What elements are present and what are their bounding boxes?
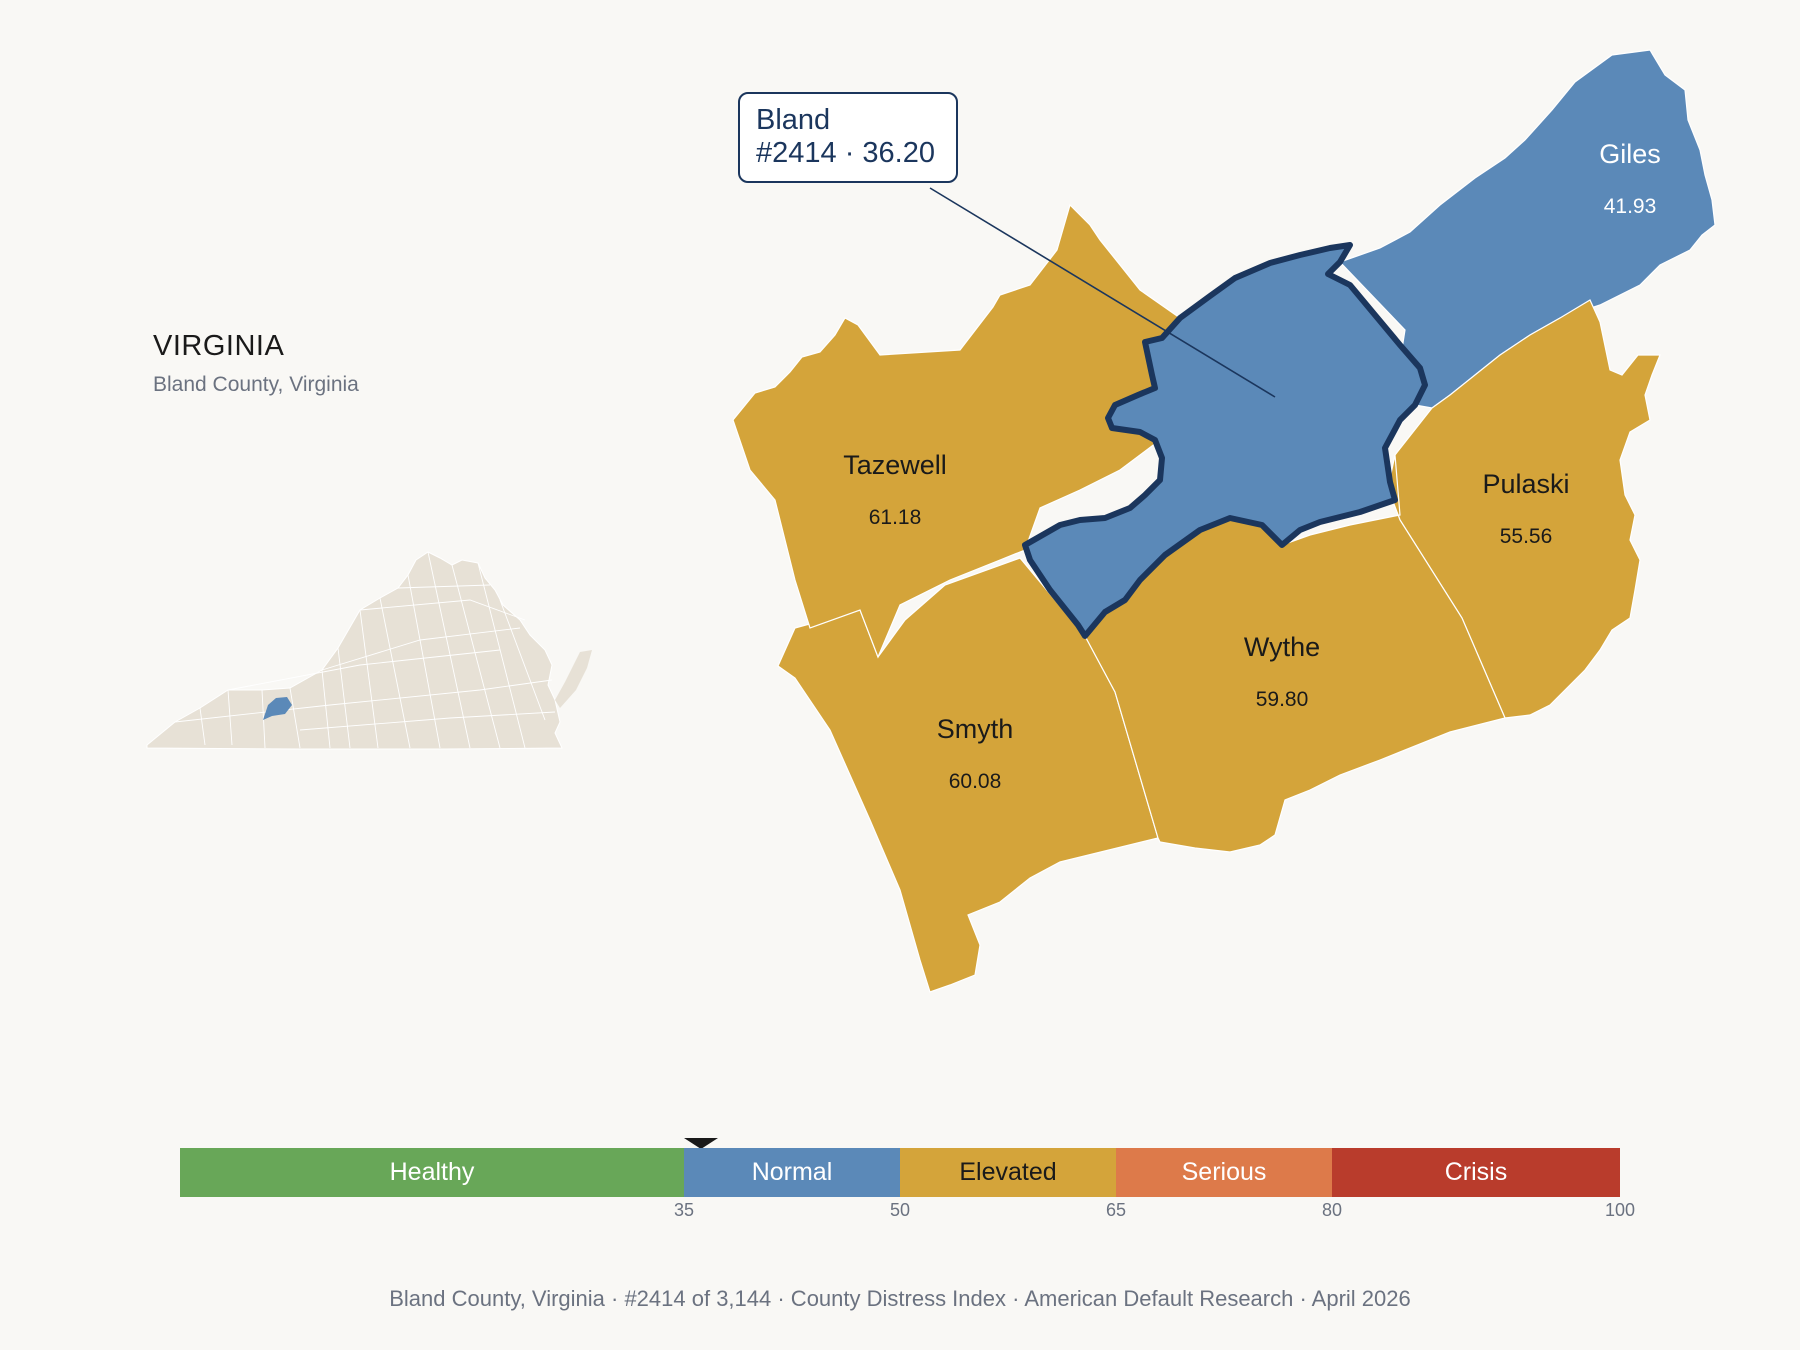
legend-segment-normal: Normal (684, 1148, 900, 1197)
county-name-label: Wythe (1244, 632, 1320, 662)
county-bland[interactable] (1022, 242, 1428, 639)
legend-tick: 35 (673, 1200, 695, 1220)
eastern-shore-shape (555, 650, 592, 708)
score-marker-icon (684, 1138, 718, 1149)
legend-tick: 100 (1604, 1200, 1636, 1220)
state-title: VIRGINIA (153, 330, 285, 362)
footer-caption: Bland County, Virginia · #2414 of 3,144 … (389, 1286, 1411, 1311)
county-value-label: 59.80 (1256, 688, 1309, 711)
state-subtitle: Bland County, Virginia (153, 373, 359, 396)
county-value-label: 41.93 (1604, 195, 1657, 218)
county-giles[interactable] (1338, 49, 1716, 409)
legend-segment-crisis: Crisis (1332, 1148, 1620, 1197)
legend-segment-healthy: Healthy (180, 1148, 684, 1197)
legend-segment-elevated: Elevated (900, 1148, 1116, 1197)
callout-rank-score: #2414 · 36.20 (756, 137, 935, 169)
county-value-label: 61.18 (869, 506, 922, 529)
county-labels: Giles 41.93 Tazewell 61.18 Pulaski 55.56… (843, 139, 1661, 793)
distress-legend: Healthy Normal Elevated Serious Crisis (180, 1148, 1620, 1197)
legend-tick: 50 (889, 1200, 911, 1220)
county-shapes (732, 49, 1716, 993)
county-tazewell[interactable] (732, 203, 1191, 659)
county-name-label: Tazewell (843, 450, 947, 480)
county-smyth[interactable] (777, 557, 1159, 993)
county-name-label: Giles (1599, 139, 1661, 169)
callout-county-name: Bland (756, 104, 831, 136)
county-callout: Bland #2414 · 36.20 (738, 92, 958, 183)
callout-leader-line (929, 187, 1276, 398)
county-pulaski[interactable] (1387, 299, 1661, 719)
legend-segment-serious: Serious (1116, 1148, 1332, 1197)
county-value-label: 60.08 (949, 770, 1002, 793)
inset-county-borders (174, 551, 556, 749)
county-name-label: Pulaski (1482, 469, 1569, 499)
virginia-state-shape (146, 551, 563, 750)
inset-bland-highlight (263, 697, 292, 720)
county-name-label: Smyth (937, 714, 1014, 744)
virginia-inset-map (146, 551, 592, 750)
legend-tick: 65 (1105, 1200, 1127, 1220)
legend-tick: 80 (1321, 1200, 1343, 1220)
county-value-label: 55.56 (1500, 525, 1553, 548)
